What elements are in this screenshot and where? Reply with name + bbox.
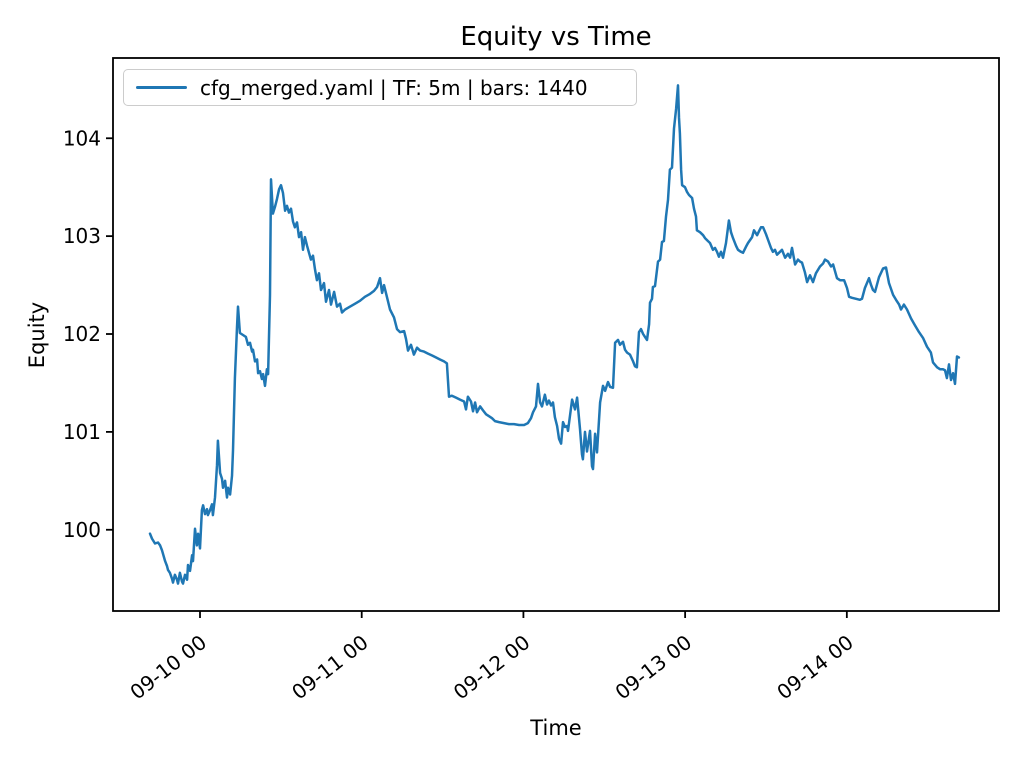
y-tick-label: 100 (63, 518, 101, 542)
x-tick-label: 09-11 00 (287, 630, 373, 704)
y-axis-label: Equity (25, 301, 49, 369)
y-tick-label: 102 (63, 322, 101, 346)
y-tick-label: 101 (63, 420, 101, 444)
axes-spines (112, 57, 1000, 612)
y-tick-label: 103 (63, 224, 101, 248)
legend: cfg_merged.yaml | TF: 5m | bars: 1440 (123, 69, 637, 106)
x-tick-label: 09-12 00 (449, 630, 535, 704)
x-tick-label: 09-10 00 (125, 630, 211, 704)
y-tick-label: 104 (63, 126, 101, 150)
equity-line (148, 84, 961, 585)
x-tick-label: 09-14 00 (772, 630, 858, 704)
x-tick-label: 09-13 00 (611, 630, 697, 704)
legend-line-swatch (136, 85, 187, 90)
chart-title: Equity vs Time (460, 22, 652, 52)
legend-label: cfg_merged.yaml | TF: 5m | bars: 1440 (200, 75, 588, 100)
x-axis-label: Time (530, 716, 582, 740)
